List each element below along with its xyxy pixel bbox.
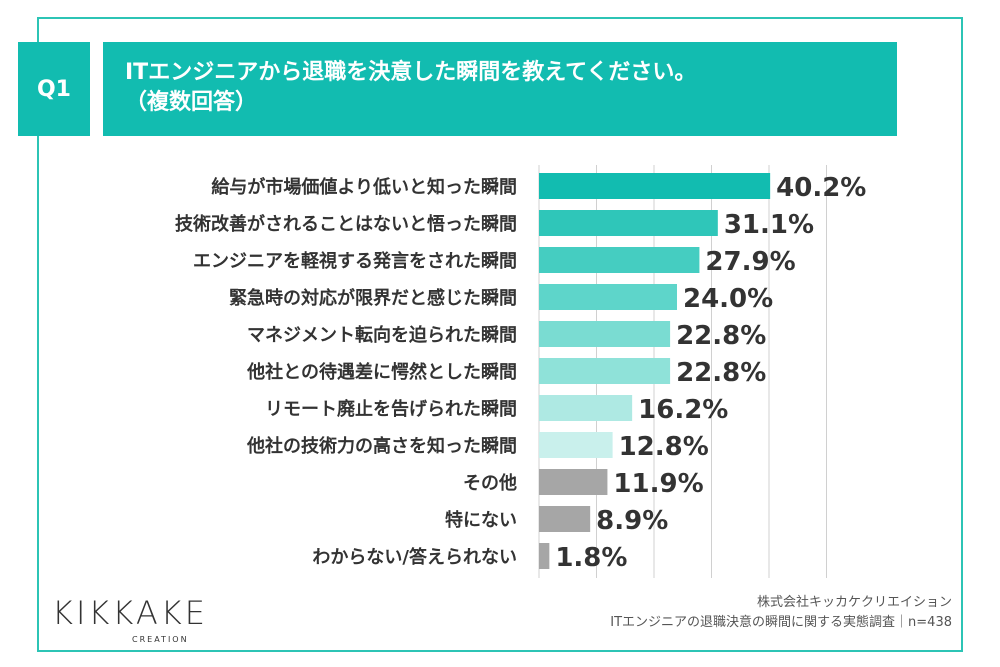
question-badge: Q1 [18, 42, 90, 136]
category-label: 緊急時の対応が限界だと感じた瞬間 [229, 287, 517, 309]
data-label: 1.8% [555, 543, 627, 573]
category-label: 特にない [445, 509, 517, 531]
category-label: リモート廃止を告げられた瞬間 [265, 398, 517, 420]
data-label: 24.0% [683, 284, 773, 314]
chart-frame [37, 17, 963, 652]
bar [539, 358, 671, 384]
logo-wordmark: KIKKAKE [52, 594, 208, 632]
data-label: 40.2% [776, 173, 866, 203]
data-label: 22.8% [676, 321, 766, 351]
category-label: 他社の技術力の高さを知った瞬間 [246, 435, 517, 457]
source-credit: 株式会社キッカケクリエイション ITエンジニアの退職決意の瞬間に関する実態調査｜… [610, 593, 952, 633]
data-label: 27.9% [705, 247, 795, 277]
bar [539, 247, 700, 273]
category-label: 給与が市場価値より低いと知った瞬間 [211, 176, 517, 198]
data-label: 11.9% [613, 469, 703, 499]
data-label: 8.9% [596, 506, 668, 536]
bar [539, 469, 608, 495]
category-label: わからない/答えられない [312, 546, 517, 568]
logo-subtext: CREATION [132, 635, 189, 644]
category-label: 技術改善がされることはないと悟った瞬間 [175, 213, 517, 235]
category-label: 他社との待遇差に愕然とした瞬間 [246, 361, 517, 383]
bar [539, 173, 771, 199]
question-title-box: ITエンジニアから退職を決意した瞬間を教えてください。 （複数回答） [103, 42, 897, 136]
bar [539, 284, 677, 310]
category-label: マネジメント転向を迫られた瞬間 [247, 324, 517, 346]
bar [539, 210, 718, 236]
company-name: 株式会社キッカケクリエイション [756, 595, 952, 610]
question-note: （複数回答） [125, 90, 258, 115]
bar [539, 432, 613, 458]
category-label: エンジニアを軽視する発言をされた瞬間 [193, 250, 517, 272]
data-label: 31.1% [724, 210, 814, 240]
bar [539, 395, 633, 421]
data-label: 12.8% [619, 432, 709, 462]
bar [539, 506, 591, 532]
category-label: その他 [463, 472, 517, 494]
data-label: 22.8% [676, 358, 766, 388]
data-label: 16.2% [638, 395, 728, 425]
survey-description: ITエンジニアの退職決意の瞬間に関する実態調査｜n=438 [610, 615, 952, 630]
bar [539, 543, 550, 569]
question-title: ITエンジニアから退職を決意した瞬間を教えてください。 [125, 60, 697, 85]
logo: KIKKAKE CREATION [52, 594, 208, 654]
question-number: Q1 [36, 76, 71, 102]
bar [539, 321, 671, 347]
